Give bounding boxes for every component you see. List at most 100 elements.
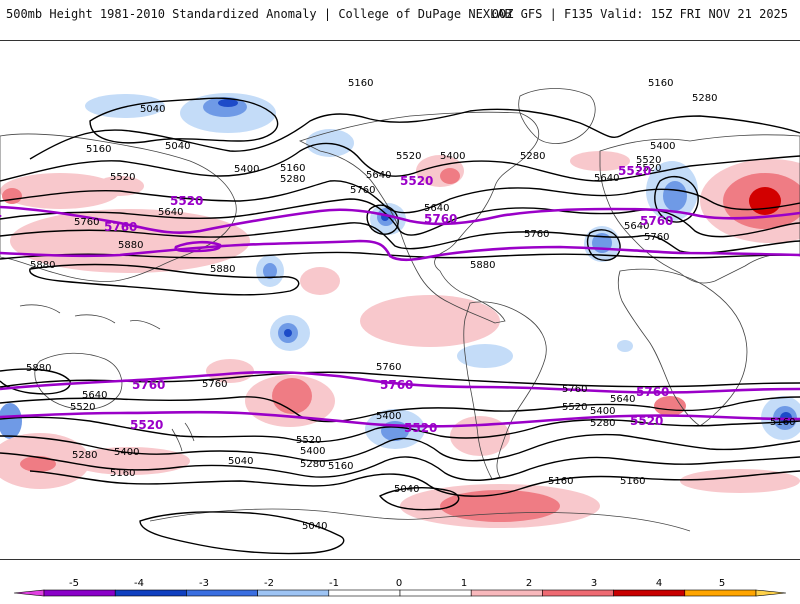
contour-5400-sh	[0, 433, 800, 462]
legend-tick-label: -5	[69, 578, 79, 589]
contour-5880-n	[29, 263, 300, 296]
contour-label: 5520	[636, 155, 661, 166]
anomaly-positive	[2, 188, 22, 204]
anomaly-negative	[218, 99, 238, 107]
legend-ticks: -5 -4 -3 -2 -1 0 1 2 3 4 5	[69, 578, 725, 589]
highlight-contours	[0, 205, 800, 428]
contour-5040-nh	[89, 97, 279, 144]
legend-tick-label: 4	[656, 578, 662, 589]
contour-label: 5040	[302, 521, 327, 532]
contour-5760-nh	[0, 251, 800, 260]
contour-label: 5280	[72, 450, 97, 461]
contour-5640-sh	[0, 396, 800, 423]
contour-label: 5520	[562, 402, 587, 413]
contour-label: 5400	[440, 151, 465, 162]
contour-label: 5400	[234, 164, 259, 175]
anomaly-positive	[450, 416, 510, 456]
indonesia-outline	[19, 304, 161, 330]
contour-5280-nh	[0, 142, 800, 182]
contour-label: 5160	[328, 461, 353, 472]
anomaly-negative	[85, 94, 165, 118]
legend-swatch	[257, 589, 330, 597]
contour-label: 5640	[424, 203, 449, 214]
anomaly-positive	[360, 295, 500, 347]
contour-label: 5760	[376, 362, 401, 373]
anomaly-positive	[680, 469, 800, 493]
contour-label: 5760	[644, 232, 669, 243]
highlight-label: 5760	[640, 214, 673, 228]
antarctica-outline	[149, 508, 691, 532]
contour-label: 5640	[366, 170, 391, 181]
anomaly-positive	[20, 456, 56, 472]
contour-label: 5160	[770, 417, 795, 428]
eurasia-outline	[599, 134, 800, 284]
contour-5160-low-atl	[654, 176, 699, 223]
contour-label: 5760	[350, 185, 375, 196]
legend-tick-label: -1	[329, 578, 339, 589]
contour-label: 5040	[394, 484, 419, 495]
south-america-outline	[463, 301, 547, 480]
contour-label: 5760	[202, 379, 227, 390]
contour-label: 5640	[594, 173, 619, 184]
anomaly-positive	[272, 378, 312, 414]
legend-tick-label: 0	[396, 578, 402, 589]
highlight-labels: 5520 5760 5520 5760 5520 5760 5760 5520 …	[104, 164, 673, 435]
color-legend: -5 -4 -3 -2 -1 0 1 2 3 4 5	[0, 572, 800, 600]
contour-label: 5400	[114, 447, 139, 458]
legend-swatch	[470, 589, 543, 597]
highlight-label: 5520	[404, 421, 437, 435]
contour-labels: 5160 5160 5280 5040 5040 5160 5400 5160 …	[26, 78, 795, 532]
purple-5760-nh	[0, 215, 800, 262]
contour-label: 5640	[624, 221, 649, 232]
legend-tick-label: -3	[199, 578, 209, 589]
contour-label: 5520	[110, 172, 135, 183]
contour-label: 5880	[26, 363, 51, 374]
contour-label: 5400	[590, 406, 615, 417]
legend-tick-label: -4	[134, 578, 144, 589]
contour-label: 5880	[30, 260, 55, 271]
contour-label: 5040	[140, 104, 165, 115]
legend-swatch	[755, 589, 787, 597]
anomaly-positive	[440, 168, 460, 184]
new-zealand-outline	[171, 422, 195, 452]
contour-label: 5160	[620, 476, 645, 487]
highlight-label: 5520	[618, 164, 651, 178]
contour-label: 5160	[348, 78, 373, 89]
legend-swatch	[399, 589, 472, 597]
highlight-label: 5760	[380, 378, 413, 392]
contour-label: 5520	[636, 163, 661, 174]
contour-label: 5160	[110, 468, 135, 479]
highlight-label: 5760	[636, 385, 669, 399]
contour-label: 5280	[590, 418, 615, 429]
contour-5280-sh	[0, 452, 800, 481]
anomaly-negative	[284, 329, 292, 337]
highlight-label: 5520	[170, 194, 203, 208]
contour-label: 5160	[548, 476, 573, 487]
contour-5160-sh	[29, 470, 800, 497]
anomaly-positive	[749, 187, 781, 215]
title-bar: 500mb Height 1981-2010 Standardized Anom…	[0, 0, 800, 28]
legend-swatch	[542, 589, 614, 597]
legend-tick-label: -2	[264, 578, 274, 589]
contour-label: 5880	[470, 260, 495, 271]
africa-outline	[617, 268, 748, 427]
contour-5160-nh	[29, 108, 800, 160]
legend-tick-label: 5	[719, 578, 725, 589]
model-valid-time: 00Z GFS | F135 Valid: 15Z FRI NOV 21 202…	[491, 7, 788, 21]
contour-label: 5760	[74, 217, 99, 228]
contour-label: 5280	[692, 93, 717, 104]
legend-tick-label: 2	[526, 578, 532, 589]
anomaly-negative	[457, 344, 513, 368]
legend-tick-label: 1	[461, 578, 467, 589]
highlight-label: 5760	[132, 378, 165, 392]
australia-outline	[34, 352, 123, 410]
contour-label: 5280	[280, 174, 305, 185]
legend-swatch	[43, 589, 116, 597]
contour-label: 5160	[86, 144, 111, 155]
contour-label: 5760	[562, 384, 587, 395]
contour-label: 5040	[228, 456, 253, 467]
contour-label: 5760	[524, 229, 549, 240]
purple-5520-sh	[0, 410, 800, 428]
anomaly-negative	[663, 181, 687, 211]
contour-label: 5400	[376, 411, 401, 422]
